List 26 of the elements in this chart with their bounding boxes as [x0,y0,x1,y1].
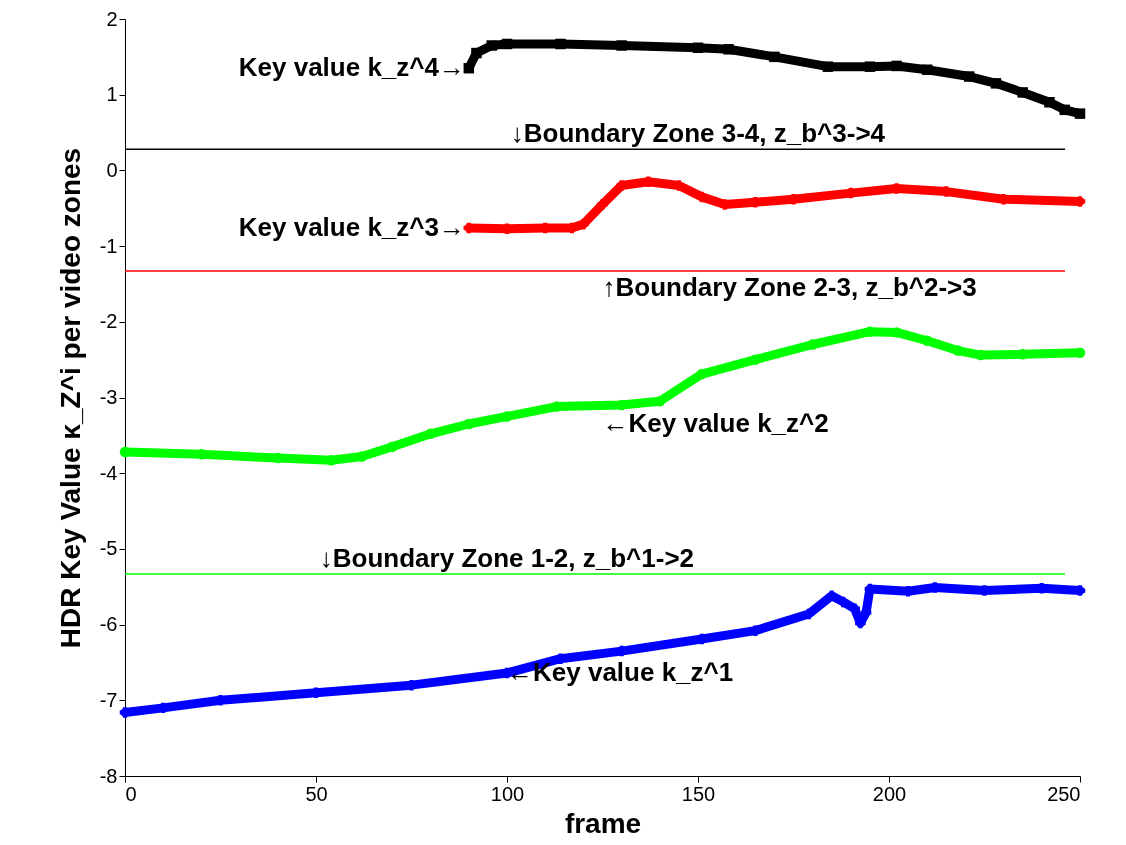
x-tick-label: 200 [872,782,907,805]
annotation: ↓Boundary Zone 3-4, z_b^3->4 [510,118,886,149]
annotation: ↓Boundary Zone 1-2, z_b^1->2 [319,542,695,573]
annotation: ↑Boundary Zone 2-3, z_b^2->3 [602,272,977,303]
y-axis-title: HDR Key Value κ_Z^i per video zones [54,147,86,649]
y-tick-label: -5 [99,537,118,560]
annotation: Key value k_z^3→ [238,211,465,242]
y-tick-label: -2 [99,310,118,333]
y-tick-label: -6 [99,613,118,636]
x-tick-label: 250 [1047,782,1081,805]
y-tick-label: 2 [106,7,118,30]
x-axis-title: frame [564,807,642,839]
x-tick-label: 50 [305,782,328,805]
y-tick-label: 0 [106,158,118,181]
y-tick-label: -3 [99,386,118,408]
x-tick-label: 150 [681,782,716,805]
y-tick-label: 1 [106,83,118,106]
y-tick-label: -7 [99,688,118,711]
y-tick-label: -4 [99,461,118,484]
x-tick-label: 100 [490,782,525,805]
y-tick-label: -1 [99,234,118,257]
annotation: ←Key value k_z^1 [507,657,734,688]
annotation: Key value k_z^4→ [238,52,465,83]
annotation: ←Key value k_z^2 [602,408,829,439]
x-tick-label: 0 [125,782,137,805]
y-tick-label: -8 [99,764,118,787]
